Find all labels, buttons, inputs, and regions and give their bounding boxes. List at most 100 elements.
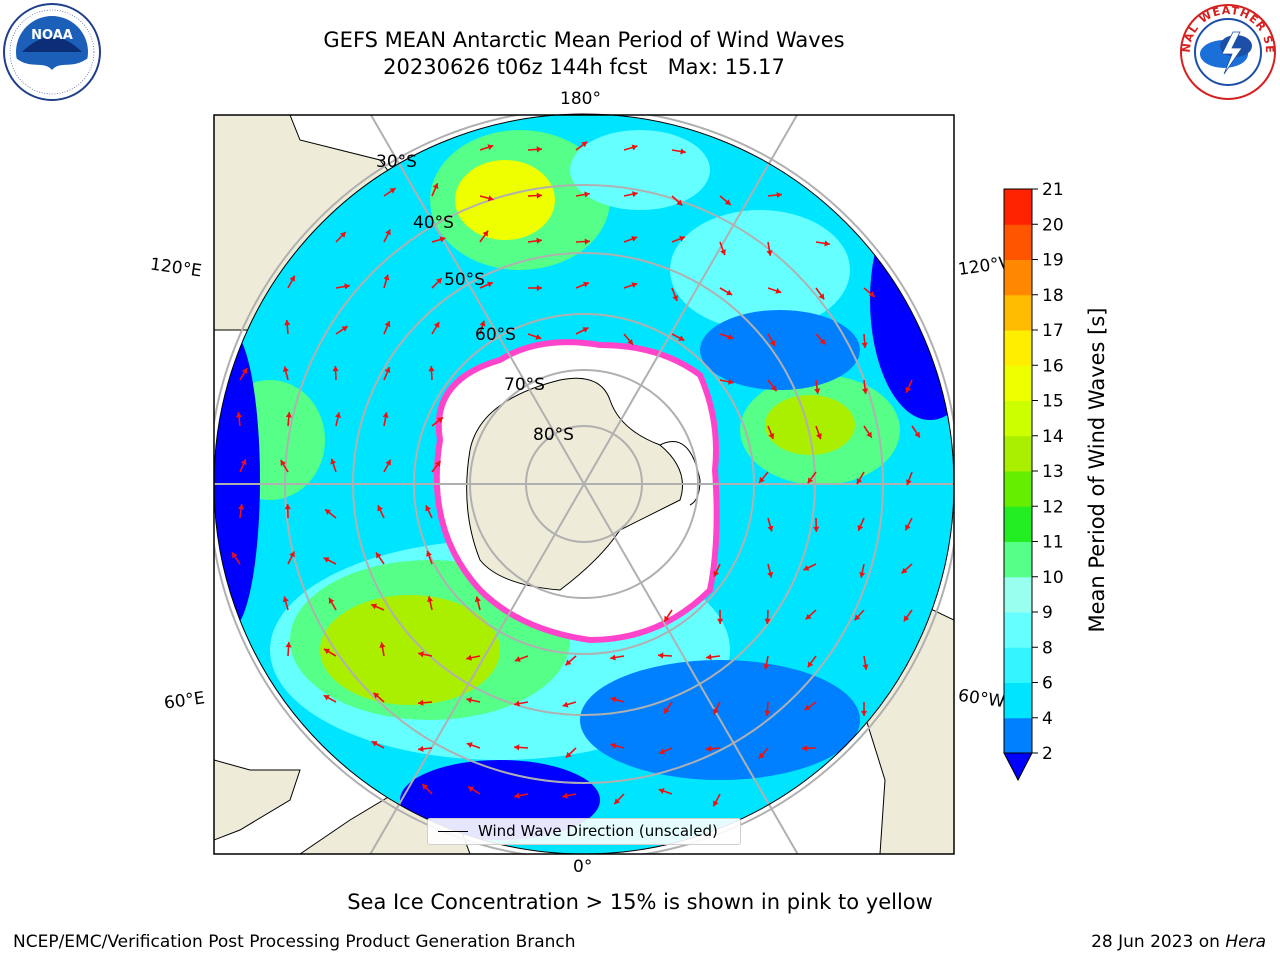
wave-direction-arrowhead: [536, 284, 542, 292]
wave-direction-arrowhead: [425, 505, 431, 512]
lat-label-80s: 80°S: [533, 425, 574, 445]
wave-direction-arrowhead: [803, 565, 810, 571]
wave-direction-arrowhead: [323, 648, 330, 655]
colorbar-band: [1004, 612, 1032, 648]
meridian-line: [369, 483, 585, 854]
lon-label-0: 0°: [573, 857, 593, 877]
wave-direction-arrowhead: [678, 335, 685, 341]
meridian-line: [369, 115, 585, 485]
wave-direction-arrowhead: [285, 642, 292, 648]
wave-direction-arrowhead: [284, 504, 291, 510]
wave-direction-arrowhead: [819, 338, 826, 345]
wave-direction-arrowhead: [385, 229, 391, 236]
colorbar-tick-label: 12: [1042, 497, 1064, 517]
wave-direction-arrowhead: [565, 659, 572, 666]
wave-direction-arrowhead: [562, 792, 568, 799]
wave-direction-arrowhead: [720, 249, 726, 256]
colorbar-tick-label: 16: [1042, 356, 1064, 376]
wave-direction-arrowhead: [384, 321, 391, 328]
colorbar-band: [1004, 330, 1032, 366]
wave-direction-arrowhead: [341, 326, 348, 332]
wind-wave-direction-arrows: [231, 141, 921, 807]
lat-label-50s: 50°S: [444, 270, 485, 290]
wave-direction-arrowhead: [232, 552, 238, 559]
wave-direction-arrowhead: [713, 800, 719, 807]
colorbar-tick-label: 17: [1042, 321, 1064, 341]
colorbar-extend-triangle: [1003, 752, 1033, 782]
wave-direction-arrowhead: [627, 338, 633, 345]
wave-direction-arrowhead: [377, 505, 383, 512]
wave-direction-arrowhead: [713, 570, 720, 577]
wave-direction-arrowhead: [824, 240, 830, 247]
graticule: [214, 115, 954, 854]
noaa-logo: NOAA: [3, 3, 101, 101]
wave-direction-arrowhead: [659, 748, 666, 755]
map-title: GEFS MEAN Antarctic Mean Period of Wind …: [323, 28, 845, 52]
wave-direction-arrowhead: [726, 289, 733, 296]
wave-direction-arrowhead: [759, 476, 765, 483]
wave-direction-arrowhead: [767, 525, 774, 532]
wave-direction-arrowhead: [763, 664, 770, 670]
wave-direction-arrowhead: [426, 550, 432, 557]
wave-direction-arrowhead: [764, 710, 771, 716]
wave-direction-arrowhead: [857, 524, 864, 531]
wave-direction-arrowhead: [706, 745, 712, 752]
wave-direction-arrowhead: [344, 283, 350, 290]
wave-direction-arrowhead: [384, 367, 391, 374]
wave-direction-arrowhead: [610, 654, 616, 661]
wave-direction-arrowhead: [802, 745, 808, 752]
wave-direction-arrowhead: [379, 642, 386, 648]
wave-direction-arrowhead: [758, 752, 765, 759]
colorbar-tick-label: 13: [1042, 462, 1064, 482]
wave-direction-arrowhead: [769, 340, 776, 347]
wave-direction-arrowhead: [658, 788, 665, 795]
wave-direction-arrowhead: [859, 572, 866, 578]
wave-direction-arrowhead: [339, 231, 346, 238]
colorbar-band: [1004, 471, 1032, 507]
colorbar-band: [1004, 647, 1032, 683]
wave-direction-arrowhead: [428, 366, 435, 372]
footer-host: Hera: [1225, 932, 1266, 952]
wave-direction-arrowhead: [807, 661, 814, 668]
wave-direction-arrowhead: [664, 615, 670, 622]
colorbar-band: [1004, 294, 1032, 331]
wave-direction-arrowhead: [323, 557, 330, 563]
wave-direction-arrowhead: [562, 701, 569, 708]
meridian-line: [583, 483, 799, 854]
wave-direction-arrowhead: [536, 192, 542, 199]
wave-direction-arrowhead: [776, 191, 782, 199]
wave-direction-arrowhead: [434, 460, 441, 467]
lat-label-30s: 30°S: [376, 152, 417, 172]
wave-direction-arrowhead: [289, 275, 295, 282]
wave-direction-arrowhead: [241, 367, 248, 374]
wave-direction-arrowhead: [903, 615, 910, 622]
footer-date: 28 Jun 2023 on Hera: [1091, 932, 1266, 952]
wave-direction-arrowhead: [418, 651, 424, 658]
legend-label: Wind Wave Direction (unscaled): [478, 822, 718, 840]
footer-date-text: 28 Jun 2023 on: [1091, 932, 1226, 952]
wave-direction-arrowhead: [487, 144, 494, 151]
wave-direction-arrowhead: [868, 291, 875, 297]
colorbar-tick-label: 15: [1042, 392, 1064, 412]
colorbar-tick-label: 9: [1042, 603, 1053, 623]
nws-logo: NATIONAL WEATHER SERVICE: [1178, 2, 1276, 100]
wave-direction-arrowhead: [727, 333, 734, 340]
wave-direction-arrowhead: [479, 320, 486, 327]
wave-direction-arrowhead: [914, 431, 920, 438]
wave-direction-arrowhead: [813, 526, 820, 532]
wave-direction-arrowhead: [861, 388, 869, 394]
wave-direction-arrowhead: [581, 141, 588, 148]
colorbar-tick-label: 14: [1042, 427, 1064, 447]
colorbar-tick-label: 18: [1042, 286, 1064, 306]
map-subtitle: 20230626 t06z 144h fcst Max: 15.17: [383, 55, 785, 79]
wave-direction-arrowhead: [466, 654, 472, 661]
wave-direction-arrowhead: [235, 412, 243, 418]
colorbar-band: [1004, 435, 1032, 472]
wave-direction-arrowhead: [713, 708, 719, 715]
wave-direction-arrowhead: [437, 417, 444, 423]
wave-direction-arrowhead: [289, 551, 295, 558]
footer-credit: NCEP/EMC/Verification Post Processing Pr…: [13, 932, 576, 952]
wave-direction-arrowhead: [664, 707, 670, 714]
wave-direction-arrowhead: [284, 320, 291, 326]
